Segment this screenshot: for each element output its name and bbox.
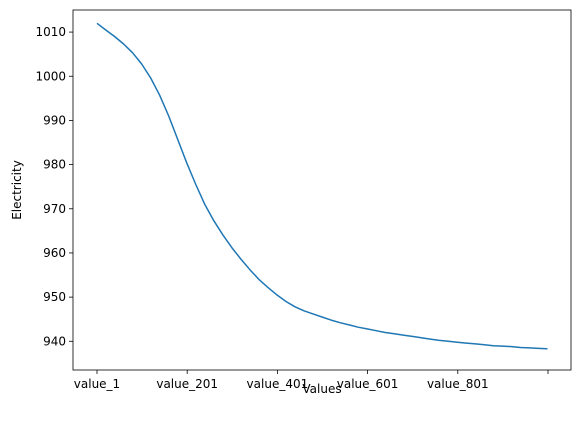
x-tick-label: value_401 [247, 377, 309, 391]
y-tick-label: 1000 [35, 69, 66, 83]
y-tick-label: 980 [43, 158, 66, 172]
x-axis-title: Values [302, 382, 341, 396]
x-tick-label: value_1 [74, 377, 120, 391]
x-axis: value_1 value_201 value_401 value_601 value_… [74, 370, 549, 391]
x-tick-label: value_801 [427, 377, 489, 391]
y-tick-label: 950 [43, 290, 66, 304]
y-tick-label: 960 [43, 246, 66, 260]
series-layer [96, 22, 548, 350]
y-axis-title: Electricity [10, 160, 24, 220]
y-tick-label: 1010 [35, 25, 66, 39]
plot-area [73, 10, 571, 370]
plot-frame [72, 9, 572, 371]
y-axis: 940 950 960 970 980 990 1000 1010 [35, 25, 73, 348]
y-tick-label: 940 [43, 334, 66, 348]
y-tick-label: 970 [43, 202, 66, 216]
series-line-0 [96, 22, 548, 350]
x-tick-label: value_601 [337, 377, 399, 391]
x-tick-label: value_201 [156, 377, 218, 391]
y-tick-label: 990 [43, 113, 66, 127]
